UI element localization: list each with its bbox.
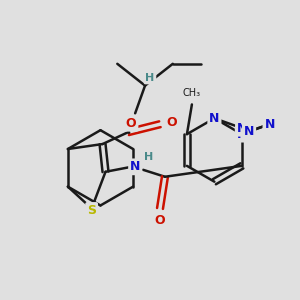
Text: N: N [237, 122, 247, 135]
Text: N: N [244, 125, 254, 138]
Text: N: N [237, 128, 247, 141]
Text: H: H [145, 152, 154, 162]
Text: H: H [146, 73, 154, 83]
Text: S: S [87, 204, 96, 217]
Text: CH₃: CH₃ [183, 88, 201, 98]
Text: N: N [209, 112, 220, 125]
Text: O: O [167, 116, 177, 129]
Text: O: O [155, 214, 165, 227]
Text: N: N [264, 118, 275, 131]
Text: O: O [126, 117, 136, 130]
Text: N: N [130, 160, 140, 173]
